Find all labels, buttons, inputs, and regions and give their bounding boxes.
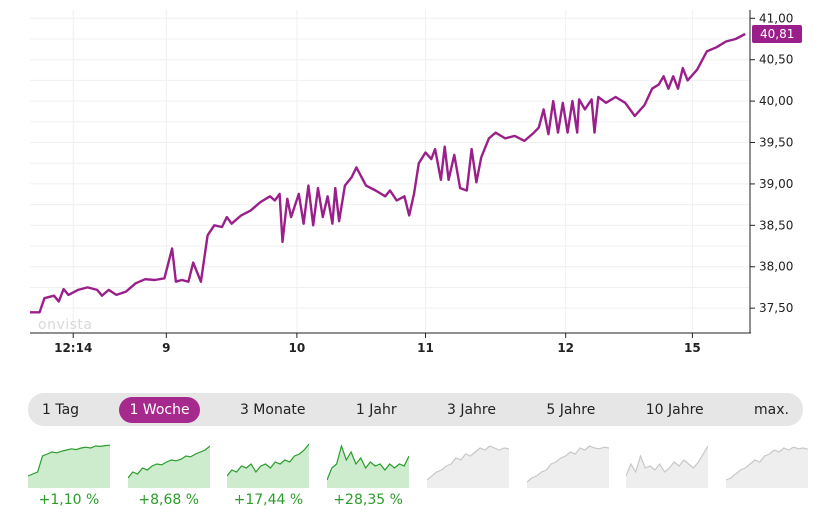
x-tick-label: 15 bbox=[684, 341, 701, 355]
grid-lines bbox=[30, 10, 750, 333]
sparkline bbox=[626, 445, 709, 488]
x-tick-label: 12:14 bbox=[54, 341, 92, 355]
range-tab-1-woche[interactable]: 1 Woche bbox=[119, 396, 200, 423]
axes bbox=[30, 10, 751, 334]
x-tick-label: 10 bbox=[289, 341, 306, 355]
range-thumbnail[interactable] bbox=[426, 440, 509, 510]
sparkline-line bbox=[626, 445, 709, 477]
y-tick-label: 39,50 bbox=[759, 136, 793, 150]
sparkline bbox=[526, 445, 609, 488]
thumbnail-change-pct: +17,44 % bbox=[233, 492, 304, 508]
sparkline-area bbox=[626, 446, 709, 488]
x-axis-ticks: 12:14 9 10 11 12 15 bbox=[54, 333, 701, 355]
y-tick-label: 38,50 bbox=[759, 218, 793, 232]
sparkline-area bbox=[426, 446, 509, 488]
y-tick-label: 40,50 bbox=[759, 53, 793, 67]
main-price-chart: onvista 37,50 38,00 38,50 39,00 39,50 40,00 40… bbox=[30, 10, 802, 355]
range-thumbnail[interactable]: +1,10 % bbox=[28, 440, 110, 510]
last-price-label: 40,81 bbox=[760, 27, 794, 41]
price-chart-svg: onvista 37,50 38,00 38,50 39,00 39,50 40,00 40… bbox=[30, 10, 802, 355]
range-tab-3-jahre[interactable]: 3 Jahre bbox=[446, 401, 496, 418]
sparkline-area bbox=[127, 446, 210, 488]
thumbnail-change-pct: +8,68 % bbox=[138, 492, 200, 508]
last-price-tag: 40,81 bbox=[752, 25, 802, 44]
thumbnail-change-pct: +28,35 % bbox=[333, 492, 403, 508]
sparkline-area bbox=[526, 446, 609, 488]
sparkline-line bbox=[227, 443, 310, 477]
range-thumbnail[interactable] bbox=[626, 440, 709, 510]
range-thumbnail[interactable] bbox=[526, 440, 609, 510]
y-tick-label: 39,00 bbox=[759, 177, 793, 191]
y-tick-label: 37,50 bbox=[759, 301, 793, 315]
y-tick-label: 41,00 bbox=[759, 11, 793, 25]
sparkline-line bbox=[127, 445, 210, 479]
range-tab-3-monate[interactable]: 3 Monate bbox=[239, 401, 306, 418]
range-tab-5-jahre[interactable]: 5 Jahre bbox=[546, 401, 596, 418]
range-thumbnail[interactable]: +17,44 % bbox=[227, 440, 310, 510]
sparkline-line bbox=[28, 444, 110, 477]
y-tick-label: 40,00 bbox=[759, 94, 793, 108]
sparkline bbox=[227, 443, 310, 488]
range-tab-1-jahr[interactable]: 1 Jahr bbox=[355, 401, 397, 418]
sparkline-line bbox=[725, 446, 808, 481]
thumbnail-change-pct: +1,10 % bbox=[38, 492, 100, 508]
range-tab-max[interactable]: max. bbox=[754, 401, 789, 418]
sparkline bbox=[127, 445, 210, 488]
range-thumbnail[interactable] bbox=[725, 440, 808, 510]
range-tab-1-tag[interactable]: 1 Tag bbox=[42, 401, 80, 418]
sparkline bbox=[426, 445, 509, 488]
sparkline-line bbox=[426, 445, 509, 481]
onvista-watermark: onvista bbox=[38, 317, 92, 333]
range-tab-10-jahre[interactable]: 10 Jahre bbox=[645, 401, 704, 418]
sparkline bbox=[725, 446, 808, 488]
sparkline-line bbox=[327, 443, 410, 481]
y-tick-label: 38,00 bbox=[759, 260, 793, 274]
sparkline-area bbox=[28, 445, 110, 488]
sparkline bbox=[327, 443, 410, 488]
range-thumbnail[interactable]: +8,68 % bbox=[127, 440, 210, 510]
y-axis-ticks: 37,50 38,00 38,50 39,00 39,50 40,00 40,50 41,00 bbox=[750, 11, 793, 315]
sparkline-area bbox=[725, 447, 808, 488]
sparkline-line bbox=[526, 445, 609, 483]
x-tick-label: 11 bbox=[417, 341, 434, 355]
range-thumbnails: +1,10 % +8,68 % +17,44 % +28,35 % bbox=[28, 440, 808, 510]
x-tick-label: 9 bbox=[162, 341, 170, 355]
time-range-selector: 1 Tag 1 Woche 3 Monate 1 Jahr 3 Jahre 5 Jahre… bbox=[28, 393, 803, 426]
sparkline-area bbox=[327, 446, 410, 488]
range-thumbnail[interactable]: +28,35 % bbox=[327, 440, 410, 510]
price-series-line bbox=[30, 32, 746, 314]
x-tick-label: 12 bbox=[557, 341, 574, 355]
sparkline bbox=[28, 444, 110, 488]
